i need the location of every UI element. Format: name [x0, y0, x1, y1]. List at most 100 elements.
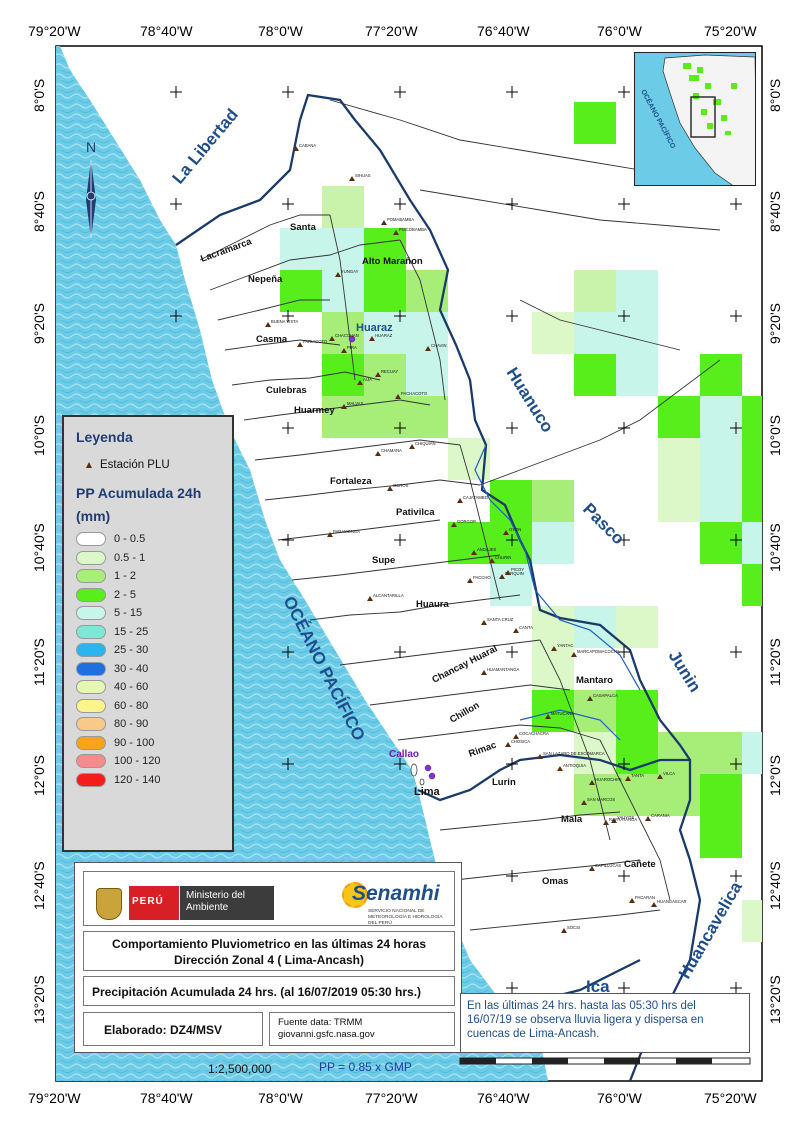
graticule-cross: [170, 86, 182, 98]
station-label: PICOY: [511, 567, 524, 572]
summary-note: En las últimas 24 hrs. hasta las 05:30 h…: [460, 993, 750, 1053]
station-label: PARAMONGA: [333, 529, 360, 534]
graticule-cross: [730, 758, 742, 770]
station-marker: [367, 596, 373, 601]
lon-label: 76°0'W: [597, 23, 643, 39]
station-label: RECUAY: [381, 369, 398, 374]
legend-class: 60 - 80: [76, 697, 160, 716]
graticule-cross: [394, 422, 406, 434]
legend-pp-title-line1: PP Acumulada 24h: [76, 485, 202, 501]
station-label: BUENA VISTA: [271, 319, 298, 324]
precip-caption: Precipitación Acumulada 24 hrs. (al 16/0…: [83, 976, 455, 1006]
legend-class: 90 - 100: [76, 734, 160, 753]
station-label: CAJATAMBO: [463, 495, 489, 500]
lon-label: 75°20'W: [704, 1090, 757, 1106]
data-source: Fuente data: TRMM giovanni.gsfc.nasa.gov: [269, 1012, 455, 1046]
legend-class-label: 60 - 80: [114, 699, 149, 712]
station-marker: [589, 866, 595, 871]
lon-label: 78°40'W: [140, 1090, 193, 1106]
legend-class-label: 1 - 2: [114, 570, 137, 583]
station-label: PIRA: [347, 345, 357, 350]
station-label: YANTAC: [557, 643, 573, 648]
graticule-cross: [618, 982, 630, 994]
legend-swatch: [76, 569, 106, 584]
station-marker: [349, 176, 355, 181]
graticule-cross: [170, 198, 182, 210]
lon-label: 76°0'W: [597, 1090, 643, 1106]
station-label: PACCHO: [473, 575, 491, 580]
lon-label: 78°0'W: [258, 1090, 304, 1106]
legend-class-label: 80 - 90: [114, 718, 149, 731]
legend-class: 5 - 15: [76, 604, 160, 623]
graticule-cross: [394, 198, 406, 210]
station-label: SAN LAZARO DE ESCOMARCA: [543, 751, 605, 756]
station-label: CHIQUIAN: [415, 441, 435, 446]
station-label: CHOSICA: [511, 739, 530, 744]
map-title: Comportamiento Pluviometrico en las últi…: [83, 931, 455, 971]
graticule-cross: [506, 310, 518, 322]
station-label: PARQUIN: [505, 571, 524, 576]
station-marker: [561, 928, 567, 933]
station-marker: [571, 652, 577, 657]
graticule-cross: [506, 198, 518, 210]
station-label: ALCANTARILLA: [373, 593, 404, 598]
lon-label: 79°20'W: [28, 23, 81, 39]
station-label: COCACHACRA: [519, 731, 549, 736]
station-marker: [393, 230, 399, 235]
station-label: SIHUAS: [355, 173, 371, 178]
legend-class-label: 0.5 - 1: [114, 551, 146, 564]
legend-class-label: 25 - 30: [114, 644, 149, 657]
lat-label: 13°20'S: [767, 975, 783, 1024]
basin-pativilca: Pativilca: [396, 507, 435, 518]
graticule-cross: [506, 646, 518, 658]
station-label: CABANA: [299, 143, 316, 148]
station-marker: [545, 714, 551, 719]
basin-fortaleza: Fortaleza: [330, 476, 372, 487]
graticule-cross: [730, 310, 742, 322]
station-label: SAN MARCOS: [587, 797, 615, 802]
legend-swatch: [76, 754, 106, 769]
station-marker: [293, 146, 299, 151]
legend-swatch: [76, 680, 106, 695]
lat-label: 9°20'S: [767, 303, 783, 344]
station-marker: [341, 404, 347, 409]
station-marker: [425, 346, 431, 351]
lat-label: 8°40'S: [31, 191, 47, 232]
graticule-cross: [506, 422, 518, 434]
legend-title: Leyenda: [76, 429, 133, 445]
station-marker: [375, 451, 381, 456]
lon-labels-bottom: 79°20'W 78°40'W 78°0'W 77°20'W 76°40'W 7…: [28, 1090, 757, 1106]
station-marker: [557, 766, 563, 771]
legend-swatch: [76, 717, 106, 732]
legend-class-label: 120 - 140: [114, 773, 161, 786]
senamhi-subtitle: SERVICIO NACIONAL DE METEOROLOGÍA E HIDR…: [368, 909, 443, 926]
station-marker: [467, 578, 473, 583]
station-label: AIJA: [363, 377, 372, 382]
graticule-cross: [282, 422, 294, 434]
lat-label: 10°40'S: [31, 523, 47, 572]
lat-label: 12°0'S: [767, 755, 783, 796]
graticule-cross: [730, 198, 742, 210]
lon-label: 76°40'W: [477, 23, 530, 39]
station-label: MALVAS: [347, 401, 364, 406]
graticule-cross: [282, 310, 294, 322]
graticule-cross: [730, 534, 742, 546]
station-label: HUAMANTANGA: [487, 667, 519, 672]
graticule-cross: [394, 646, 406, 658]
lon-label: 76°40'W: [477, 1090, 530, 1106]
station-label: PISCOBAMBA: [399, 227, 427, 232]
graticule-cross: [282, 86, 294, 98]
graticule-cross: [282, 646, 294, 658]
map-title-line1: Comportamiento Pluviometrico en las últi…: [111, 937, 427, 951]
legend-class-label: 0 - 0.5: [114, 533, 146, 546]
legend-class: 15 - 25: [76, 623, 160, 642]
legend: Leyenda Estación PLU PP Acumulada 24h (m…: [62, 415, 234, 852]
graticule-cross: [394, 534, 406, 546]
graticule-cross: [618, 646, 630, 658]
station-label: CANTA: [519, 625, 533, 630]
station-marker: [587, 696, 593, 701]
station-marker: [387, 486, 393, 491]
senamhi-logo: Senamhi: [352, 882, 440, 905]
city-huaraz: Huaraz: [356, 322, 393, 334]
